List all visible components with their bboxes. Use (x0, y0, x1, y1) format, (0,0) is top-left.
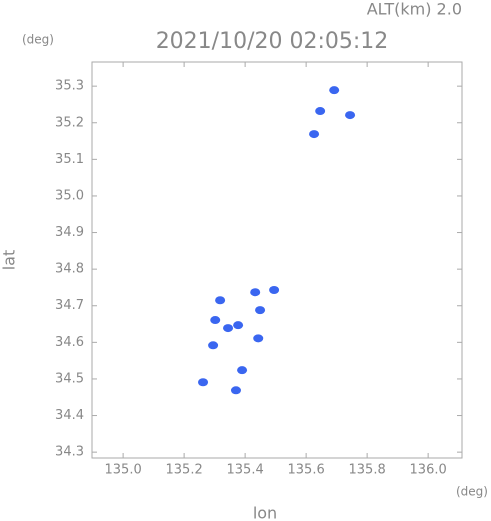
x-tick-label: 136.0 (410, 463, 447, 478)
echo-point (230, 386, 241, 395)
y-tick-label: 34.8 (55, 262, 84, 277)
chart-title: 2021/10/20 02:05:12 (156, 29, 389, 54)
x-tick-label: 135.8 (349, 463, 386, 478)
y-tick-label: 34.9 (55, 225, 84, 240)
x-axis-label: lon (253, 504, 277, 521)
echo-point (315, 107, 326, 116)
echo-point (233, 321, 244, 330)
echo-point (253, 334, 264, 343)
y-axis-label: lat (0, 250, 19, 271)
echo-point (223, 324, 234, 333)
echo-point (215, 296, 226, 305)
echo-point (309, 130, 320, 139)
echo-point (250, 288, 261, 297)
echo-point (255, 306, 266, 315)
echo-point (210, 316, 221, 325)
y-tick-label: 34.4 (55, 408, 84, 423)
y-tick-label: 34.3 (55, 445, 84, 460)
x-tick-label: 135.4 (227, 463, 264, 478)
y-tick-label: 34.6 (55, 335, 84, 350)
echo-point (345, 111, 356, 120)
y-tick-label: 34.7 (55, 298, 84, 313)
y-tick-label: 34.5 (55, 371, 84, 386)
echo-point (198, 378, 209, 387)
altitude-label: ALT(km) 2.0 (367, 0, 462, 19)
y-tick-label: 35.3 (55, 79, 84, 94)
y-tick-label: 35.1 (55, 152, 84, 167)
echo-point (237, 366, 248, 375)
y-tick-label: 35.2 (55, 115, 84, 130)
x-tick-label: 135.0 (105, 463, 142, 478)
x-tick-label: 135.6 (288, 463, 325, 478)
echo-point (329, 86, 340, 95)
x-unit: (deg) (456, 485, 488, 499)
y-unit: (deg) (22, 33, 54, 47)
echo-point (208, 341, 219, 350)
plot-frame (91, 61, 463, 459)
x-tick-label: 135.2 (166, 463, 203, 478)
y-tick-label: 35.0 (55, 188, 84, 203)
echo-point (269, 286, 280, 295)
